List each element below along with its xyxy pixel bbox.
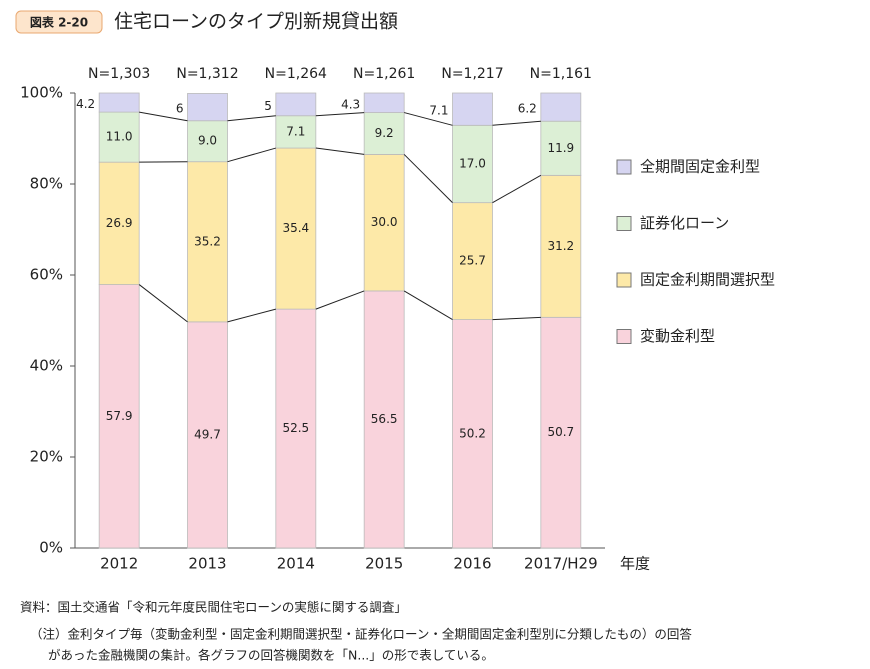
connector — [492, 316, 541, 321]
data-label: 9.0 — [198, 134, 217, 148]
bar-segment — [452, 92, 493, 126]
data-label: 6.2 — [518, 102, 537, 116]
bar-segment — [187, 93, 228, 122]
y-tick-label: 20% — [30, 448, 63, 466]
data-label: 56.5 — [371, 412, 398, 426]
y-tick-label: 60% — [30, 266, 63, 284]
connector — [315, 112, 365, 117]
y-tick-label: 0% — [39, 539, 63, 557]
note: （注）金利タイプ毎（変動金利型・固定金利期間選択型・証券化ローン・全期間固定金利… — [30, 627, 692, 642]
connector — [315, 147, 365, 155]
x-tick-label: 2017/H29 — [524, 555, 598, 573]
bar-segment — [363, 154, 405, 292]
note: があった金融機関の集計。各グラフの回答機関数を「N...」の形で表している。 — [48, 648, 494, 663]
bar-segment — [363, 112, 405, 155]
legend-swatch — [616, 329, 632, 344]
connector — [139, 111, 188, 122]
connector — [492, 120, 541, 126]
bar-segment — [540, 120, 582, 176]
y-tick-label: 80% — [30, 175, 63, 193]
legend-label: 証券化ローン — [640, 214, 729, 232]
connector — [403, 154, 453, 204]
bar-segment — [275, 92, 317, 117]
bar-segment — [452, 319, 493, 549]
connector — [404, 112, 453, 126]
connector — [227, 115, 276, 122]
x-tick-label: 2013 — [188, 555, 226, 573]
chart-title: 住宅ローンのタイプ別新規貸出額 — [114, 11, 398, 33]
x-tick-label: 2014 — [277, 555, 315, 573]
x-tick-label: 2012 — [100, 555, 138, 573]
source: 資料：国土交通省「令和元年度民間住宅ローンの実態に関する調査」 — [20, 600, 407, 615]
n-label: N=1,217 — [441, 66, 503, 82]
data-label: 57.9 — [106, 409, 133, 423]
data-label: 30.0 — [371, 215, 398, 229]
x-tick-label: 2016 — [453, 555, 491, 573]
legend-label: 全期間固定金利型 — [640, 158, 760, 176]
connector — [227, 308, 276, 323]
bar-segment — [187, 321, 228, 549]
data-label: 4.3 — [341, 97, 360, 111]
connector — [138, 284, 188, 323]
bar-segment — [540, 92, 582, 122]
bar-segment — [363, 92, 405, 113]
bar-segment — [275, 147, 317, 310]
n-label: N=1,264 — [265, 66, 327, 82]
data-label: 11.0 — [106, 130, 133, 144]
bar-segment — [98, 284, 140, 549]
bar-segment — [452, 124, 493, 204]
x-axis-label: 年度 — [620, 555, 650, 573]
data-label: 5 — [264, 99, 272, 113]
data-label: 50.7 — [547, 425, 574, 439]
data-label: 35.4 — [282, 221, 309, 235]
data-label: 49.7 — [194, 427, 221, 441]
legend-swatch — [616, 272, 632, 288]
connector — [492, 174, 542, 204]
badge: 図表 2-20 — [30, 15, 88, 30]
n-label: N=1,312 — [176, 66, 238, 82]
bar-segment — [363, 290, 405, 549]
badge-box — [15, 10, 103, 34]
data-label: 4.2 — [76, 97, 95, 111]
connector — [403, 290, 453, 321]
bar-segment — [98, 92, 140, 113]
data-label: 31.2 — [547, 239, 574, 253]
y-tick-label: 40% — [30, 357, 63, 375]
data-label: 35.2 — [194, 234, 221, 248]
bar-segment — [540, 316, 582, 549]
data-label: 25.7 — [459, 254, 486, 268]
bar-segment — [187, 161, 228, 323]
data-label: 11.9 — [547, 141, 574, 155]
data-label: 9.2 — [375, 126, 394, 140]
legend-swatch — [616, 159, 632, 175]
legend-swatch — [616, 216, 632, 231]
n-label: N=1,261 — [353, 66, 415, 82]
data-label: 7.1 — [429, 104, 448, 118]
data-label: 17.0 — [459, 156, 486, 170]
legend-label: 変動金利型 — [640, 327, 715, 345]
bar-segment — [98, 161, 140, 285]
legend-label: 固定金利期間選択型 — [640, 271, 775, 289]
connector — [315, 290, 365, 310]
y-tick-label: 100% — [20, 84, 63, 102]
n-label: N=1,303 — [88, 66, 150, 82]
data-label: 50.2 — [459, 426, 486, 440]
data-label: 6 — [176, 102, 184, 116]
connector — [227, 147, 276, 163]
n-label: N=1,161 — [530, 66, 592, 82]
x-tick-label: 2015 — [365, 555, 403, 573]
data-label: 7.1 — [286, 124, 305, 138]
bar-segment — [98, 111, 140, 163]
data-label: 26.9 — [106, 216, 133, 230]
data-label: 52.5 — [282, 421, 309, 435]
